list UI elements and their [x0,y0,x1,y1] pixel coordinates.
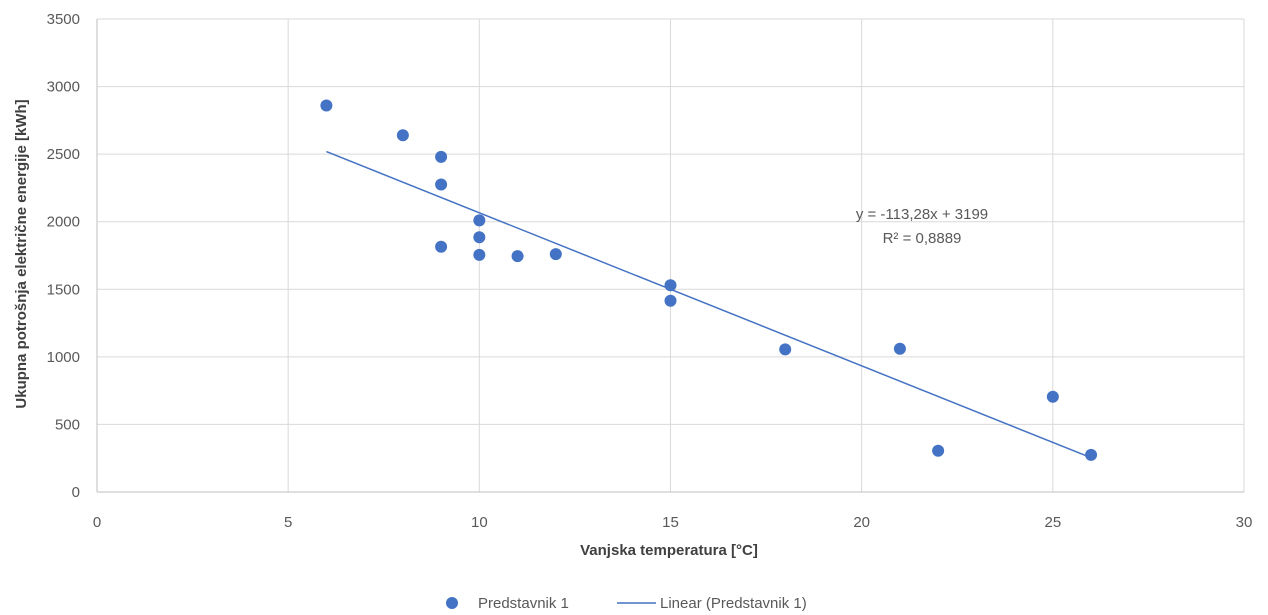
data-point [893,342,906,355]
data-point [549,248,562,261]
data-points [320,99,1098,461]
trendline-equation: y = -113,28x + 3199 [856,206,988,223]
x-tick-labels: 0 5 10 15 20 25 30 [93,514,1253,531]
grid-lines [97,18,1245,492]
x-axis-title: Vanjska temperatura [°C] [580,542,758,559]
data-point [435,150,448,163]
legend-label-trendline: Linear (Predstavnik 1) [660,595,807,612]
data-point [932,444,945,457]
data-point [396,129,409,142]
axes [96,19,1244,493]
trendline [326,150,1092,459]
x-tick-label: 0 [93,514,101,531]
y-tick-label: 3000 [47,79,80,96]
trendline-r2: R² = 0,8889 [883,230,962,247]
x-tick-label: 5 [284,514,292,531]
legend-label-scatter: Predstavnik 1 [478,595,569,612]
y-tick-label: 2000 [47,214,80,231]
data-point [473,248,486,261]
data-point [779,343,792,356]
legend: Predstavnik 1 Linear (Predstavnik 1) [446,595,807,612]
data-point [1085,448,1098,461]
data-point [664,294,677,307]
data-point [435,240,448,253]
x-tick-label: 10 [471,514,488,531]
data-point [473,214,486,227]
y-tick-label: 500 [55,416,80,433]
data-point [664,279,677,292]
x-tick-label: 25 [1044,514,1061,531]
data-point [320,99,333,112]
x-tick-label: 30 [1236,514,1253,531]
y-tick-labels: 0 500 1000 1500 2000 2500 3000 3500 [47,11,80,501]
y-tick-label: 1500 [47,281,80,298]
data-point [511,250,524,263]
data-point [473,231,486,244]
data-point [1046,390,1059,403]
y-tick-label: 3500 [47,11,80,28]
data-point [435,178,448,191]
x-tick-label: 20 [853,514,870,531]
y-tick-label: 0 [72,484,80,501]
trendline-group [326,150,1092,459]
x-tick-label: 15 [662,514,679,531]
y-tick-label: 1000 [47,349,80,366]
y-tick-label: 2500 [47,146,80,163]
legend-marker-scatter [446,597,458,609]
y-axis-title: Ukupna potrošnja električne energije [kW… [13,99,30,408]
